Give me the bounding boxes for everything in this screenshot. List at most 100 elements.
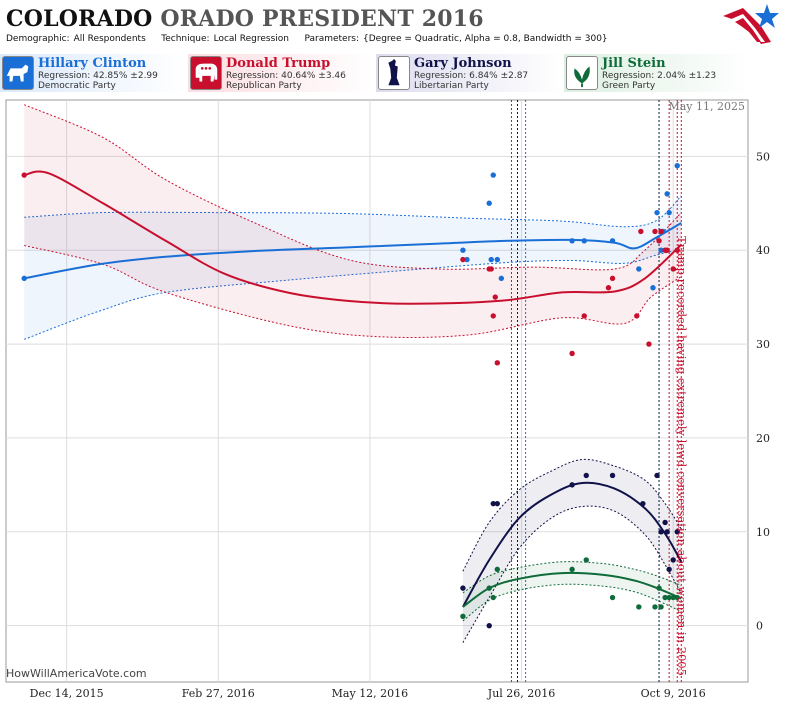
candidate-party: Republican Party: [226, 81, 302, 91]
candidate-regression: Regression: 6.84% ±2.87: [414, 71, 529, 81]
poll-point-0: [658, 247, 664, 253]
poll-point-0: [636, 266, 642, 272]
poll-point-0: [666, 209, 672, 216]
candidate-name: Hillary Clinton: [38, 56, 147, 71]
poll-point-1: [646, 341, 652, 347]
candidate-name: Gary Johnson: [414, 56, 512, 71]
upper-bound-2: [462, 458, 682, 572]
poll-point-2: [674, 529, 680, 535]
candidate-name: Jill Stein: [602, 56, 666, 71]
trend-line-2: [462, 481, 683, 608]
poll-point-0: [490, 172, 496, 178]
poll-point-1: [656, 238, 662, 244]
confidence-band-1: [24, 104, 682, 338]
trend-lines: [23, 170, 683, 608]
lower-bound-1: [24, 245, 682, 338]
candidate-party: Green Party: [602, 81, 656, 91]
y-tick-label: 20: [756, 432, 770, 445]
poll-point-3: [674, 594, 680, 601]
poll-point-3: [486, 585, 492, 591]
poll-point-1: [658, 228, 664, 235]
confidence-band-0: [24, 195, 682, 340]
chart-header: COLORADO ORADO PRESIDENT 2016 Demographi…: [0, 0, 789, 52]
grid: [5, 99, 749, 683]
poll-point-3: [609, 594, 616, 601]
watermark: HowWillAmericaVote.com: [6, 667, 147, 680]
x-tick-label: Jul 26, 2016: [487, 687, 556, 700]
candidate-name: Donald Trump: [226, 56, 331, 71]
poll-point-0: [486, 200, 492, 206]
liberty-icon: [378, 56, 410, 90]
poll-point-2: [486, 622, 492, 629]
x-tick-label: May 12, 2016: [332, 687, 409, 700]
lower-bound-2: [462, 505, 682, 643]
poll-point-1: [492, 294, 498, 300]
y-tick-label: 30: [756, 338, 770, 351]
poll-point-2: [666, 566, 672, 573]
trend-line-1: [23, 170, 682, 305]
poll-point-1: [652, 228, 658, 235]
poll-point-0: [650, 285, 656, 291]
poll-point-1: [674, 247, 680, 253]
poll-point-2: [654, 472, 660, 479]
poll-point-0: [488, 256, 494, 263]
poll-point-0: [494, 256, 500, 263]
y-tick-label: 10: [756, 526, 770, 539]
poll-point-1: [605, 285, 612, 291]
poll-point-3: [494, 566, 500, 573]
leaf-icon: [566, 56, 598, 90]
technique-label: Technique:: [161, 34, 210, 44]
donkey-icon: [2, 56, 34, 90]
y-tick-label: 0: [756, 620, 763, 633]
plot-frame: [5, 99, 749, 683]
candidate-legend: Hillary Clinton Regression: 42.85% ±2.99…: [0, 52, 789, 96]
poll-point-1: [634, 313, 640, 319]
poll-point-1: [21, 172, 27, 178]
poll-point-0: [654, 209, 660, 216]
poll-point-2: [569, 482, 575, 488]
title-race: ORADO PRESIDENT 2016: [160, 6, 484, 32]
poll-point-1: [581, 313, 587, 319]
x-tick-label: Oct 9, 2016: [641, 687, 706, 700]
poll-point-2: [670, 557, 676, 563]
poll-point-3: [636, 604, 642, 610]
poll-point-0: [460, 247, 466, 253]
poll-point-0: [609, 238, 616, 244]
elephant-icon: [190, 56, 222, 90]
poll-point-2: [490, 500, 496, 507]
upper-bound-3: [462, 561, 682, 594]
poll-point-3: [490, 594, 496, 601]
technique-value: Local Regression: [213, 34, 290, 44]
x-tick-label: Dec 14, 2015: [30, 687, 104, 700]
demographic-value: All Respondents: [73, 34, 146, 44]
poll-point-0: [21, 275, 27, 282]
poll-point-3: [662, 594, 668, 601]
date-note: May 11, 2025: [668, 100, 745, 113]
poll-point-1: [488, 266, 494, 272]
legend-item-johnson: Gary Johnson Regression: 6.84% ±2.87 Lib…: [376, 54, 562, 92]
poll-point-3: [652, 604, 658, 610]
trend-line-0: [24, 222, 682, 280]
upper-bound-1: [24, 104, 682, 271]
poll-point-0: [498, 275, 505, 282]
parameters-label: Parameters:: [304, 34, 360, 44]
parameters-value: {Degree = Quadratic, Alpha = 0.8, Bandwi…: [363, 34, 608, 44]
poll-point-1: [569, 350, 575, 357]
regression-chart: 0 10 20 30 40 50 Dec 14, 2015 Feb 27, 2016 May 1…: [5, 99, 770, 700]
demographic-label: Demographic:: [6, 34, 70, 44]
poll-point-3: [656, 585, 662, 591]
chart-title: COLORADO ORADO PRESIDENT 2016: [6, 6, 484, 32]
poll-point-1: [609, 275, 616, 282]
poll-point-2: [460, 585, 466, 591]
poll-point-2: [609, 472, 616, 479]
poll-point-0: [569, 238, 575, 244]
legend-item-trump: Donald Trump Regression: 40.64% ±3.46 Re…: [188, 54, 374, 92]
poll-point-0: [674, 163, 680, 169]
title-state: COLORADO: [6, 6, 153, 32]
poll-point-1: [490, 313, 496, 319]
poll-point-3: [583, 557, 589, 563]
flag-star-logo-icon: [723, 4, 779, 44]
candidate-regression: Regression: 40.64% ±3.46: [226, 71, 346, 81]
poll-point-1: [670, 266, 676, 272]
event-annotation: Trump recorded having extremely lewd con…: [675, 236, 689, 676]
